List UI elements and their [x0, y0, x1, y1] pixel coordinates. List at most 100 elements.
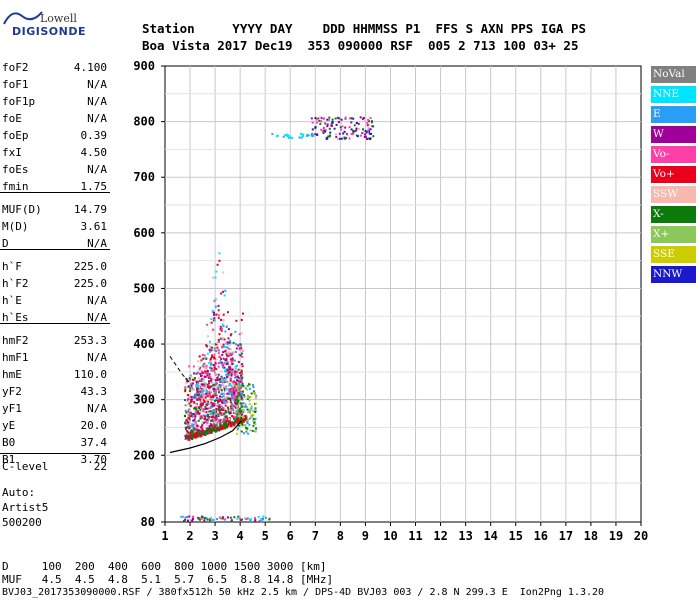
data-point: [218, 384, 221, 387]
data-point: [201, 394, 204, 397]
data-point: [242, 424, 244, 427]
data-point: [331, 118, 334, 121]
data-point: [219, 412, 222, 415]
data-point: [238, 377, 240, 380]
data-point: [221, 323, 224, 326]
data-point: [216, 417, 219, 420]
data-point: [355, 127, 358, 130]
data-point: [212, 364, 215, 366]
data-point: [212, 414, 215, 417]
data-point: [228, 397, 231, 400]
data-point: [199, 417, 202, 420]
data-point: [252, 420, 255, 422]
data-point: [199, 372, 202, 375]
data-point: [203, 384, 206, 387]
data-point: [192, 365, 195, 368]
data-point: [217, 349, 220, 352]
data-point: [196, 411, 199, 414]
data-point: [198, 413, 201, 416]
data-point: [194, 415, 197, 418]
data-point: [241, 393, 244, 396]
data-point: [230, 360, 233, 363]
data-point: [235, 388, 238, 391]
data-point: [227, 423, 230, 427]
data-point: [241, 404, 244, 406]
data-point: [207, 335, 209, 338]
data-point: [246, 385, 249, 388]
data-point: [195, 410, 198, 413]
data-point: [200, 359, 203, 362]
data-point: [236, 376, 239, 379]
data-point: [326, 125, 329, 128]
data-point: [227, 409, 230, 412]
data-point: [188, 416, 191, 419]
data-point: [323, 126, 325, 129]
data-point: [234, 381, 237, 384]
data-point: [255, 394, 258, 397]
data-point: [327, 135, 330, 138]
data-point: [191, 423, 194, 426]
data-point: [190, 430, 193, 432]
data-point: [316, 121, 318, 124]
data-point: [197, 371, 199, 374]
data-point: [245, 427, 247, 429]
data-point: [185, 377, 188, 380]
data-point: [217, 391, 220, 394]
data-point: [238, 353, 241, 356]
data-point: [231, 407, 234, 410]
data-point: [187, 394, 189, 397]
data-point: [314, 133, 317, 136]
data-point: [210, 363, 213, 366]
data-point: [220, 404, 223, 407]
data-point: [214, 379, 217, 382]
data-point: [188, 426, 191, 429]
data-point: [244, 405, 247, 408]
data-point: [188, 419, 191, 422]
logo-lowell: Lowell: [40, 12, 77, 25]
data-point: [366, 124, 369, 127]
data-point: [362, 128, 364, 131]
data-point: [215, 313, 218, 316]
data-point: [195, 380, 198, 383]
data-point: [338, 117, 341, 120]
data-point: [236, 427, 239, 430]
data-point: [226, 406, 229, 409]
data-point: [241, 397, 244, 400]
data-point: [235, 385, 238, 388]
param-name: foEs: [2, 163, 29, 176]
param-value: 225.0: [73, 260, 107, 273]
data-point: [236, 373, 238, 376]
data-point: [234, 367, 237, 370]
data-point: [208, 340, 211, 343]
data-point: [220, 358, 222, 361]
data-point: [183, 519, 185, 522]
data-point: [201, 388, 204, 391]
data-point: [190, 384, 193, 387]
data-point: [370, 132, 372, 135]
data-point: [207, 400, 210, 403]
data-point: [235, 405, 238, 408]
data-point: [359, 134, 362, 137]
data-point: [209, 410, 212, 413]
data-point: [194, 377, 196, 380]
data-point: [311, 128, 314, 131]
data-point: [227, 516, 229, 519]
data-point: [233, 416, 236, 418]
data-point: [232, 381, 235, 384]
auto-artist: Artist5: [2, 501, 49, 514]
data-point: [310, 117, 313, 120]
data-point: [217, 314, 220, 317]
data-point: [191, 515, 194, 518]
data-point: [230, 384, 233, 387]
data-point: [192, 382, 194, 385]
data-point: [200, 395, 203, 398]
data-point: [189, 432, 192, 435]
data-point: [229, 401, 232, 404]
data-point: [226, 392, 229, 395]
param-value: 3.61: [80, 220, 108, 233]
data-point: [209, 517, 212, 520]
data-point: [355, 129, 358, 132]
data-point: [219, 398, 221, 401]
data-point: [205, 516, 208, 519]
data-point: [206, 323, 209, 326]
